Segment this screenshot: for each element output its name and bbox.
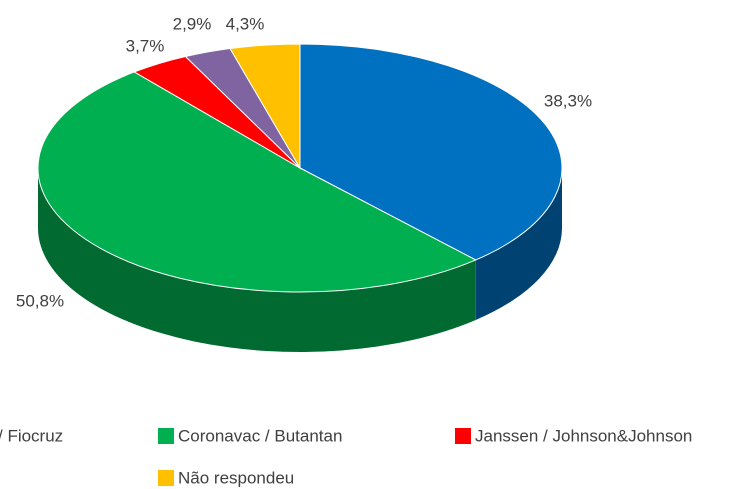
legend-label: Janssen / Johnson&Johnson: [475, 426, 692, 445]
data-label: 2,9%: [173, 14, 212, 33]
data-label: 3,7%: [126, 36, 165, 55]
slice: [229, 43, 301, 170]
legend-swatch: [158, 470, 174, 486]
legend-label: Coronavac / Butantan: [178, 426, 342, 445]
slice-side: [475, 168, 562, 320]
slice: [299, 43, 563, 261]
data-label: 4,3%: [226, 14, 265, 33]
legend-label: / Fiocruz: [0, 426, 63, 445]
data-label: 50,8%: [16, 291, 64, 310]
legend-swatch: [158, 428, 174, 444]
slice-side: [38, 168, 476, 352]
legend-swatch: [455, 428, 471, 444]
legend-label: Não respondeu: [178, 468, 294, 487]
slice: [37, 71, 477, 293]
data-label: 38,3%: [544, 91, 592, 110]
